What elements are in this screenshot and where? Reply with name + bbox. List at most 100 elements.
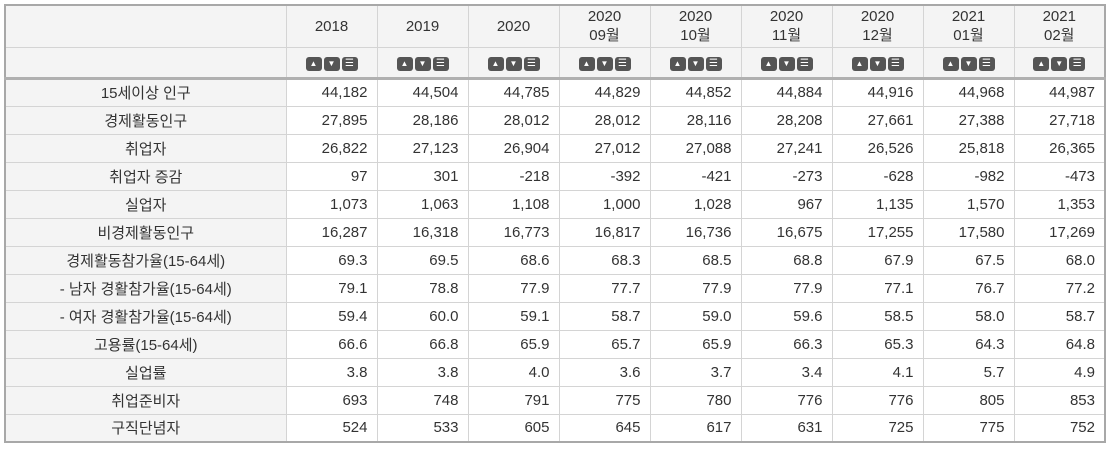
data-cell: 28,012	[558, 105, 651, 135]
sort-desc-button[interactable]: ▼	[778, 57, 795, 71]
data-cell: 59.0	[649, 301, 742, 331]
sort-desc-button[interactable]: ▼	[687, 57, 704, 71]
data-cell: 301	[376, 161, 469, 191]
sort-desc-button[interactable]: ▼	[505, 57, 522, 71]
row-label: 15세이상 인구	[4, 77, 287, 107]
column-menu-button[interactable]: ☰	[887, 57, 904, 71]
sort-desc-button[interactable]: ▼	[596, 57, 613, 71]
data-cell: 66.8	[376, 329, 469, 359]
sort-asc-button[interactable]: ▲	[942, 57, 959, 71]
data-cell: 68.6	[467, 245, 560, 275]
column-menu-button[interactable]: ☰	[705, 57, 722, 71]
column-header-line1: 2021	[1042, 8, 1076, 26]
table-row: - 남자 경활참가율(15-64세) 79.1 78.8 77.9 77.7 77.9 77…	[4, 273, 1106, 303]
data-cell: 59.6	[740, 301, 833, 331]
sort-desc-button[interactable]: ▼	[414, 57, 431, 71]
sort-asc-button[interactable]: ▲	[578, 57, 595, 71]
sort-button-group: ▲ ▼ ☰	[305, 57, 358, 71]
column-header-2020-10월: 2020 10월	[649, 4, 742, 48]
sort-asc-button[interactable]: ▲	[760, 57, 777, 71]
sort-asc-button[interactable]: ▲	[1033, 57, 1050, 71]
sort-button-group: ▲ ▼ ☰	[1033, 57, 1086, 71]
sort-desc-button[interactable]: ▼	[1051, 57, 1068, 71]
table-row: 경제활동참가율(15-64세) 69.3 69.5 68.6 68.3 68.5 68.8 6…	[4, 245, 1106, 275]
sort-asc-button[interactable]: ▲	[487, 57, 504, 71]
data-cell: 77.1	[831, 273, 924, 303]
table-row: 비경제활동인구 16,287 16,318 16,773 16,817 16,736 16,…	[4, 217, 1106, 247]
data-cell: 69.5	[376, 245, 469, 275]
column-header-2021-01월: 2021 01월	[922, 4, 1015, 48]
data-cell: 44,785	[467, 77, 560, 107]
data-cell: 645	[558, 413, 651, 443]
sort-controls-row: ▲ ▼ ☰ ▲ ▼ ☰ ▲ ▼ ☰ ▲ ▼ ☰ ▲ ▼ ☰ ▲ ▼ ☰ ▲ ▼ ☰ ▲ ▼ ☰ ▲ ▼ ☰	[4, 46, 1106, 79]
data-cell: 776	[740, 385, 833, 415]
data-cell: 1,000	[558, 189, 651, 219]
column-header-2019: 2019	[376, 4, 469, 48]
sort-desc-button[interactable]: ▼	[869, 57, 886, 71]
column-header-2021-02월: 2021 02월	[1013, 4, 1106, 48]
table-row: 실업자 1,073 1,063 1,108 1,000 1,028 967 1,135 1,57…	[4, 189, 1106, 219]
data-cell: -218	[467, 161, 560, 191]
data-cell: 44,182	[285, 77, 378, 107]
data-cell: 65.9	[467, 329, 560, 359]
data-cell: -273	[740, 161, 833, 191]
data-cell: 44,852	[649, 77, 742, 107]
data-cell: 524	[285, 413, 378, 443]
column-menu-button[interactable]: ☰	[614, 57, 631, 71]
data-cell: 853	[1013, 385, 1106, 415]
row-label: 구직단념자	[4, 413, 287, 443]
data-cell: 631	[740, 413, 833, 443]
data-cell: 1,135	[831, 189, 924, 219]
column-header-line1: 2020	[860, 8, 895, 26]
data-cell: -628	[831, 161, 924, 191]
sort-button-group: ▲ ▼ ☰	[396, 57, 449, 71]
period-header-row: 2018 2019 2020 2020 09월 2020 10월 2020 11월 2020 12월…	[4, 4, 1106, 48]
table-row: 취업자 26,822 27,123 26,904 27,012 27,088 27,241 2…	[4, 133, 1106, 163]
data-cell: 44,968	[922, 77, 1015, 107]
column-menu-button[interactable]: ☰	[341, 57, 358, 71]
sort-asc-button[interactable]: ▲	[851, 57, 868, 71]
column-header-line1: 2019	[405, 17, 440, 35]
row-label: 실업률	[4, 357, 287, 387]
data-cell: 752	[1013, 413, 1106, 443]
data-cell: 17,255	[831, 217, 924, 247]
sort-button-group: ▲ ▼ ☰	[760, 57, 813, 71]
column-header-2020-12월: 2020 12월	[831, 4, 924, 48]
column-menu-button[interactable]: ☰	[978, 57, 995, 71]
sort-cell-col-7: ▲ ▼ ☰	[922, 46, 1015, 79]
sort-button-group: ▲ ▼ ☰	[851, 57, 904, 71]
data-cell: 16,287	[285, 217, 378, 247]
table-row: 고용률(15-64세) 66.6 66.8 65.9 65.7 65.9 66.3 65.3 6…	[4, 329, 1106, 359]
sort-button-group: ▲ ▼ ☰	[487, 57, 540, 71]
table-row: 취업준비자 693 748 791 775 780 776 776 805 853	[4, 385, 1106, 415]
data-cell: -473	[1013, 161, 1106, 191]
data-cell: 27,012	[558, 133, 651, 163]
data-cell: 44,504	[376, 77, 469, 107]
data-cell: 66.3	[740, 329, 833, 359]
sort-asc-button[interactable]: ▲	[396, 57, 413, 71]
data-cell: 59.1	[467, 301, 560, 331]
sort-button-group: ▲ ▼ ☰	[669, 57, 722, 71]
column-menu-button[interactable]: ☰	[1069, 57, 1086, 71]
data-cell: 27,661	[831, 105, 924, 135]
sort-desc-button[interactable]: ▼	[960, 57, 977, 71]
data-cell: 27,895	[285, 105, 378, 135]
data-cell: 27,718	[1013, 105, 1106, 135]
sort-asc-button[interactable]: ▲	[669, 57, 686, 71]
data-cell: 775	[558, 385, 651, 415]
data-cell: 1,570	[922, 189, 1015, 219]
column-header-2020-09월: 2020 09월	[558, 4, 651, 48]
data-cell: 533	[376, 413, 469, 443]
data-cell: 66.6	[285, 329, 378, 359]
data-cell: 79.1	[285, 273, 378, 303]
column-menu-button[interactable]: ☰	[432, 57, 449, 71]
column-menu-button[interactable]: ☰	[796, 57, 813, 71]
data-cell: 28,186	[376, 105, 469, 135]
sort-asc-button[interactable]: ▲	[305, 57, 322, 71]
column-menu-button[interactable]: ☰	[523, 57, 540, 71]
column-header-line1: 2020	[587, 8, 622, 26]
row-label: 실업자	[4, 189, 287, 219]
table-body: 15세이상 인구 44,182 44,504 44,785 44,829 44,852 44…	[4, 77, 1106, 443]
sort-desc-button[interactable]: ▼	[323, 57, 340, 71]
